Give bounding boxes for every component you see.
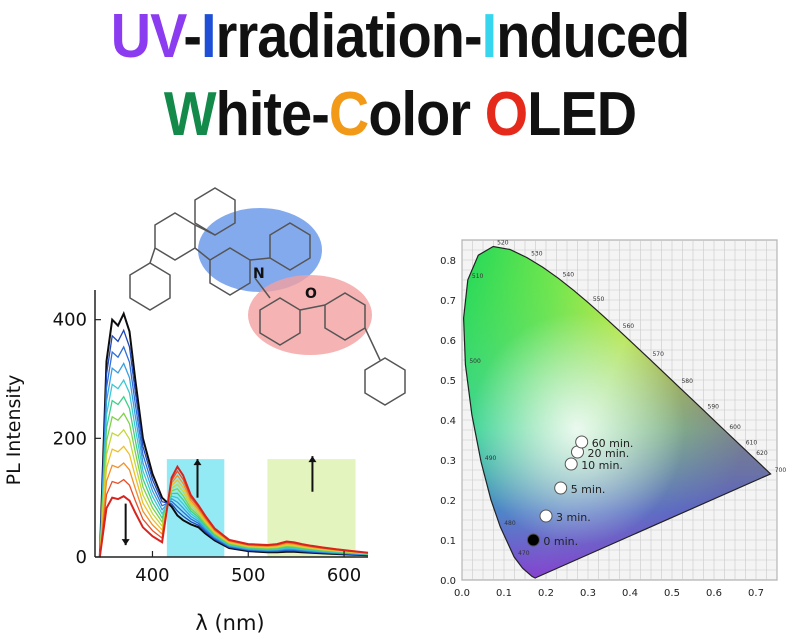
- title-seg: W: [163, 80, 217, 149]
- cie-point-label: 60 min.: [592, 437, 634, 450]
- y-tick-label: 0.8: [440, 256, 456, 267]
- y-tick-label: 0.2: [440, 496, 456, 507]
- spectrum-curve: [99, 395, 369, 558]
- wavelength-label: 580: [681, 378, 693, 385]
- y-tick-label: 0.1: [440, 536, 456, 547]
- title-line-2: White-Color OLED: [40, 84, 760, 146]
- cie-point-label: 5 min.: [571, 483, 606, 496]
- y-axis-label: PL Intensity: [3, 375, 25, 486]
- spectrum-curve: [99, 428, 369, 558]
- cie-point-label: 3 min.: [556, 511, 591, 524]
- title-seg: UV: [110, 2, 185, 71]
- spectrum-curve: [99, 362, 369, 558]
- y-tick-label: 200: [53, 428, 87, 449]
- x-tick-label: 400: [135, 565, 169, 586]
- wavelength-label: 590: [708, 403, 720, 410]
- spectrum-curve: [99, 445, 369, 558]
- bonds: [129, 187, 406, 406]
- wavelength-label: 540: [563, 271, 575, 278]
- y-tick-label: 0.4: [440, 416, 456, 427]
- wavelength-label: 610: [746, 439, 758, 446]
- y-tick-label: 0: [76, 547, 87, 568]
- x-tick-label: 0.4: [622, 588, 638, 599]
- cie-data-point: [564, 457, 578, 471]
- x-tick-label: 500: [231, 565, 265, 586]
- cie-data-point: [539, 509, 553, 523]
- x-tick-label: 0.7: [748, 588, 764, 599]
- spectrum-curve: [99, 328, 369, 558]
- spectrum-curve: [99, 412, 369, 558]
- spectrum-curve: [99, 378, 369, 558]
- title-seg: nduced: [496, 2, 690, 71]
- wavelength-label: 570: [652, 351, 664, 358]
- spectral-locus-outline: [462, 245, 772, 579]
- title-seg: C: [328, 80, 369, 149]
- spectrum-curve: [99, 462, 369, 558]
- x-tick-label: 600: [327, 565, 361, 586]
- wavelength-label: 700: [775, 467, 787, 474]
- wavelength-label: 510: [472, 273, 484, 280]
- wavelength-label: 470: [518, 550, 530, 557]
- y-tick-label: 0.7: [440, 296, 456, 307]
- wavelength-label: 620: [756, 450, 768, 457]
- title-seg: I: [481, 2, 498, 71]
- y-tick-label: 0.3: [440, 456, 456, 467]
- wavelength-label: 500: [469, 358, 481, 365]
- wavelength-label: 520: [497, 239, 509, 246]
- wavelength-label: 480: [504, 520, 516, 527]
- cie-data-point: [526, 533, 540, 547]
- spectrum-curve: [99, 345, 369, 558]
- x-tick-label: 0.6: [706, 588, 722, 599]
- x-tick-label: 0.3: [580, 588, 596, 599]
- arrow-head: [193, 459, 202, 466]
- cie-data-point: [575, 435, 589, 449]
- oxygen-label: O: [305, 286, 317, 302]
- x-tick-label: 0.1: [496, 588, 512, 599]
- title-seg: O: [484, 80, 528, 149]
- wavelength-label: 600: [729, 424, 741, 431]
- cie-point-label: 10 min.: [581, 459, 623, 472]
- x-tick-label: 0.5: [664, 588, 680, 599]
- cie-point-label: 20 min.: [588, 447, 630, 460]
- y-tick-label: 0.0: [440, 576, 456, 587]
- title-seg: olor: [368, 80, 485, 149]
- cie-data-point: [554, 481, 568, 495]
- spectrum-curve: [98, 464, 369, 558]
- arrow-head: [121, 539, 130, 546]
- y-tick-label: 400: [53, 310, 87, 331]
- y-tick-label: 0.6: [440, 336, 456, 347]
- wavelength-label: 490: [485, 455, 497, 462]
- title-seg: -: [183, 2, 202, 71]
- spectrum-curve: [98, 311, 369, 558]
- molecule-structure: N O: [129, 187, 406, 406]
- wavelength-label: 550: [593, 296, 605, 303]
- pl-spectrum-chart: 400 500 600 0 200 400 PL Intensity λ (nm): [3, 290, 369, 635]
- cie-point-label: 0 min.: [543, 535, 578, 548]
- title-seg: LED: [527, 80, 637, 149]
- wavelength-label: 560: [623, 323, 635, 330]
- y-tick-label: 0.5: [440, 376, 456, 387]
- title-seg: rradiation-: [215, 2, 483, 71]
- wavelength-label: 530: [531, 251, 543, 258]
- x-axis-label: λ (nm): [195, 611, 264, 635]
- arrow-head: [308, 456, 317, 463]
- title-line-1: UV-Irradiation-Induced: [40, 6, 760, 68]
- white-point-glow: [463, 246, 771, 578]
- cie-chromaticity-chart: 470 480 490 500 510 520 530 540 550 560 570 580 590 6…: [440, 239, 787, 599]
- x-tick-label: 0.2: [538, 588, 554, 599]
- title-seg: I: [201, 2, 217, 71]
- title-seg: hite-: [215, 80, 330, 149]
- x-tick-label: 0.0: [454, 588, 470, 599]
- carbazole-highlight: [198, 208, 322, 292]
- nitrogen-label: N: [253, 266, 265, 282]
